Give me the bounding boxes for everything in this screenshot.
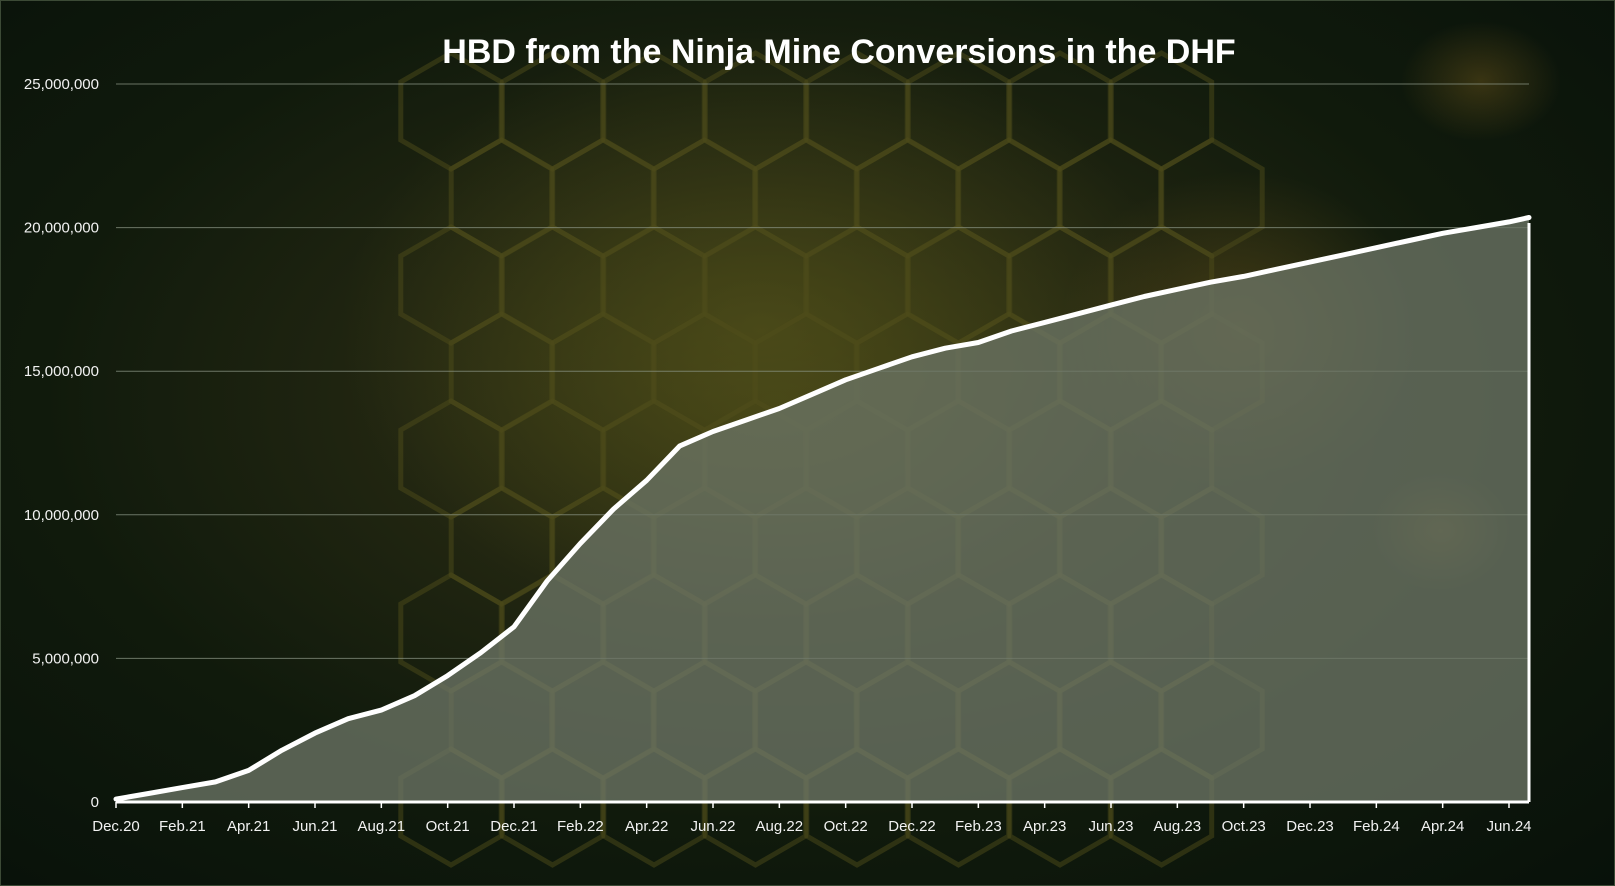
y-axis-tick-labels: 0 5,000,000 10,000,000 15,000,000 20,000,000… — [24, 76, 99, 811]
series-line — [113, 215, 1532, 802]
y-tick-label: 0 — [91, 794, 99, 811]
x-tick-label: Jun.24 — [1486, 818, 1531, 835]
x-tick-label: Dec.22 — [888, 818, 936, 835]
axes — [116, 223, 1531, 804]
x-axis-tick-labels: Dec.20 Feb.21 Apr.21 Jun.21 Aug.21 Oct.21 Dec.… — [92, 802, 1532, 835]
x-tick-label: Aug.23 — [1154, 818, 1202, 835]
x-tick-label: Oct.23 — [1222, 818, 1266, 835]
x-tick-label: Aug.22 — [756, 818, 804, 835]
x-tick-label: Dec.20 — [92, 818, 140, 835]
x-tick-label: Feb.21 — [159, 818, 206, 835]
x-tick-label: Aug.21 — [358, 818, 406, 835]
x-tick-label: Feb.24 — [1353, 818, 1400, 835]
x-tick-label: Jun.22 — [690, 818, 735, 835]
y-tick-label: 10,000,000 — [24, 507, 99, 524]
x-tick-label: Apr.24 — [1421, 818, 1464, 835]
series-area — [116, 217, 1529, 802]
x-tick-label: Oct.22 — [824, 818, 868, 835]
chart-title: HBD from the Ninja Mine Conversions in t… — [442, 33, 1235, 71]
x-tick-label: Apr.22 — [625, 818, 668, 835]
y-tick-label: 15,000,000 — [24, 363, 99, 380]
series-line-path — [113, 215, 1532, 802]
x-tick-label: Dec.21 — [490, 818, 538, 835]
x-tick-label: Apr.23 — [1023, 818, 1066, 835]
y-tick-label: 5,000,000 — [32, 650, 99, 667]
x-tick-label: Oct.21 — [426, 818, 470, 835]
x-tick-label: Feb.23 — [955, 818, 1002, 835]
y-tick-label: 20,000,000 — [24, 220, 99, 237]
x-tick-label: Jun.23 — [1088, 818, 1133, 835]
y-tick-label: 25,000,000 — [24, 76, 99, 93]
x-tick-label: Jun.21 — [292, 818, 337, 835]
x-tick-label: Apr.21 — [227, 818, 270, 835]
x-tick-label: Dec.23 — [1286, 818, 1334, 835]
area-fill — [116, 217, 1529, 802]
x-tick-label: Feb.22 — [557, 818, 604, 835]
